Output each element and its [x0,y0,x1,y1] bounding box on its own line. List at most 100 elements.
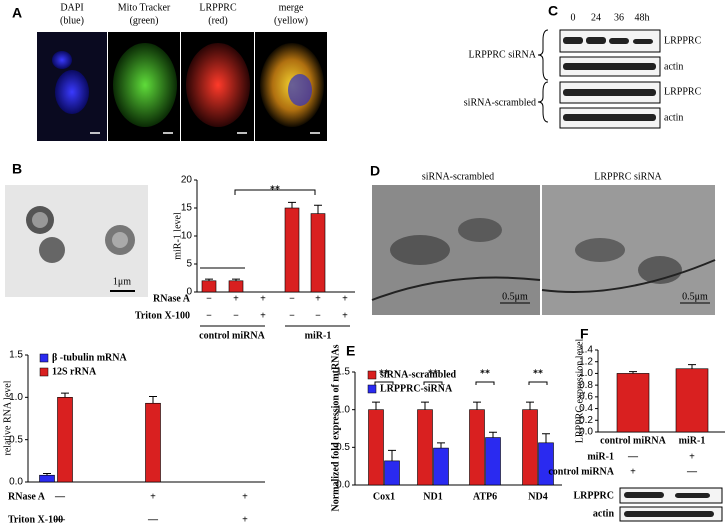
panel-letter: A [12,5,22,21]
condition-mark: — [54,491,66,502]
y-tick-label: 1.0 [9,392,23,403]
bar [228,280,244,293]
x-tick-label: ND4 [528,491,547,502]
error-bar [288,201,296,208]
error-bar [688,364,696,369]
legend-swatch [367,370,377,380]
bar [417,409,433,486]
y-tick-label: 0.0 [336,480,350,491]
western-blot-f [619,487,723,522]
x-tick-label: control miRNA [600,435,666,446]
time-label: 0 [571,12,576,23]
y-tick-label: 1.5 [336,367,350,378]
error-bar [473,401,481,410]
group-label: LRPPRC siRNA [468,49,536,60]
error-bar [61,392,69,398]
panel-letter: C [548,3,558,19]
group-label: miR-1 [305,330,332,341]
y-tick-label: 10 [181,231,193,242]
condition-mark: — [54,514,66,525]
bar [522,409,538,486]
y-tick-label: 0 [186,287,192,298]
y-tick-label: 0.0 [579,427,593,438]
condition-mark: + [150,491,156,502]
y-tick-label: 1.2 [579,356,593,367]
annotation: ** [379,368,389,379]
annotation: ** [428,368,438,379]
y-axis-label: miR-1 level [172,212,183,260]
y-tick-label: 0.0 [9,477,23,488]
panel-letter: F [580,326,589,342]
error-bar [43,473,51,476]
condition-mark: + [260,310,266,321]
legend-swatch [367,384,377,394]
legend-swatch [39,353,49,363]
y-tick-label: 1.4 [579,345,593,356]
error-bar [232,278,240,281]
em-images [371,185,716,315]
bar [433,447,449,486]
bar [538,442,554,486]
western-blot [537,29,661,129]
condition-label: control miRNA [548,466,614,477]
scale-label: 1μm [113,276,131,287]
condition-label: RNase A [8,491,46,502]
y-axis-label: relative RNA level [2,380,13,455]
condition-mark: − [206,310,212,321]
caption: (red) [208,15,227,26]
y-tick-label: 20 [181,175,193,186]
condition-label: Triton X-100 [8,514,63,525]
bar [310,213,326,293]
caption: merge [279,2,304,13]
condition-mark: − [289,310,295,321]
y-tick-label: 0.2 [579,415,593,426]
y-axis-label: LRPPRC expression level [574,339,585,444]
panel-letter: D [370,163,380,179]
y-tick-label: 1.0 [579,368,593,379]
group-label: siRNA-scrambled [464,97,536,108]
condition-label: Triton X-100 [135,310,190,321]
condition-mark: + [315,293,321,304]
y-tick-label: 1.0 [336,404,350,415]
caption: (green) [130,15,159,26]
band-label: actin [664,61,683,72]
band-label: LRPPRC [664,86,702,97]
error-bar [149,395,157,404]
legend-label: β -tubulin mRNA [52,352,128,363]
panel-letter: B [12,161,22,177]
x-tick-label: miR-1 [679,435,706,446]
error-bar [437,442,445,449]
condition-mark: — [686,466,698,477]
condition-mark: + [242,491,248,502]
y-tick-label: 15 [181,203,193,214]
error-bar [526,401,534,410]
x-tick-label: Cox1 [373,491,395,502]
caption: (yellow) [274,15,308,26]
y-tick-label: 0.5 [336,442,350,453]
condition-mark: + [630,466,636,477]
y-tick-label: 0.6 [579,391,593,402]
caption: Mito Tracker [118,2,171,13]
condition-mark: + [260,293,266,304]
bracket [423,381,443,385]
condition-mark: − [233,310,239,321]
error-bar [489,431,497,438]
y-tick-label: 5 [186,259,192,270]
x-tick-label: ND1 [423,491,442,502]
bar [469,409,485,486]
condition-mark: + [342,293,348,304]
error-bar [542,433,550,443]
legend-label: 12S rRNA [52,366,97,377]
bar [384,460,400,486]
condition-mark: + [689,451,695,462]
condition-mark: − [206,293,212,304]
band-label: actin [664,112,683,123]
legend-swatch [39,367,49,377]
microscopy-images [37,32,327,141]
bar [368,409,384,486]
caption: DAPI [60,2,83,13]
bar [675,368,709,433]
bar [284,207,300,293]
condition-mark: + [242,514,248,525]
